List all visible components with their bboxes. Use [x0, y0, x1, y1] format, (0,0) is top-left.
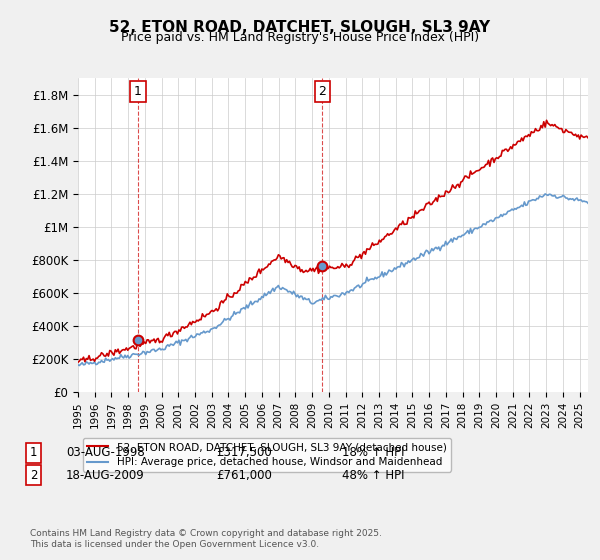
Text: 18% ↑ HPI: 18% ↑ HPI — [342, 446, 404, 459]
Text: Price paid vs. HM Land Registry's House Price Index (HPI): Price paid vs. HM Land Registry's House … — [121, 31, 479, 44]
Text: 2: 2 — [319, 85, 326, 98]
Legend: 52, ETON ROAD, DATCHET, SLOUGH, SL3 9AY (detached house), HPI: Average price, de: 52, ETON ROAD, DATCHET, SLOUGH, SL3 9AY … — [83, 438, 451, 472]
Text: £317,500: £317,500 — [216, 446, 272, 459]
Text: 18-AUG-2009: 18-AUG-2009 — [66, 469, 145, 482]
Text: 52, ETON ROAD, DATCHET, SLOUGH, SL3 9AY: 52, ETON ROAD, DATCHET, SLOUGH, SL3 9AY — [109, 20, 491, 35]
Text: Contains HM Land Registry data © Crown copyright and database right 2025.
This d: Contains HM Land Registry data © Crown c… — [30, 529, 382, 549]
Text: 48% ↑ HPI: 48% ↑ HPI — [342, 469, 404, 482]
Text: 2: 2 — [30, 469, 37, 482]
Text: 1: 1 — [30, 446, 37, 459]
Text: 03-AUG-1998: 03-AUG-1998 — [66, 446, 145, 459]
Text: 1: 1 — [134, 85, 142, 98]
Text: £761,000: £761,000 — [216, 469, 272, 482]
